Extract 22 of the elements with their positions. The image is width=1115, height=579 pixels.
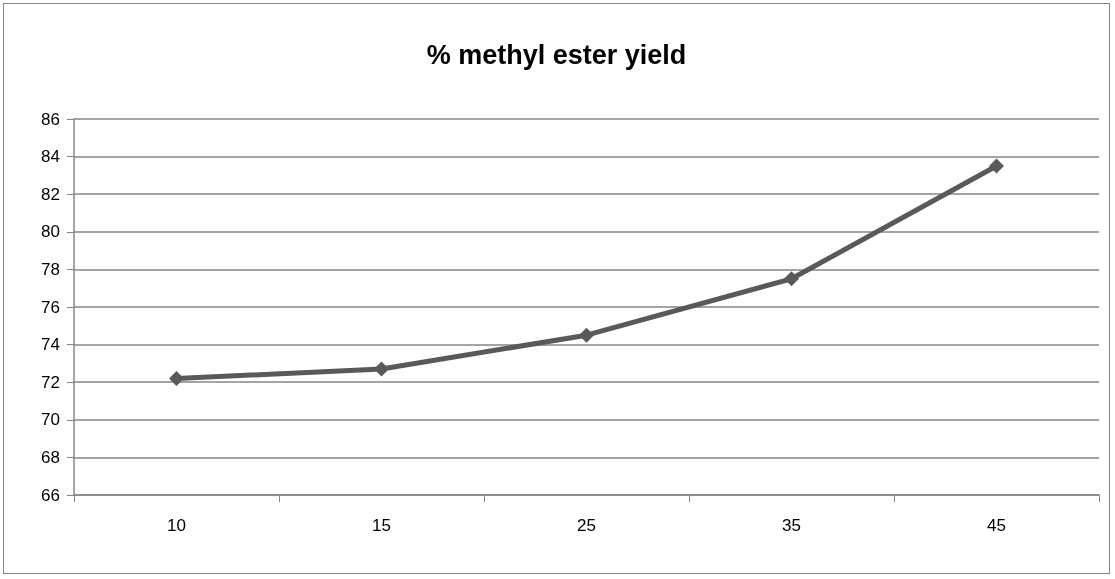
y-tick-label: 76	[41, 297, 60, 317]
chart-title: % methyl ester yield	[426, 39, 687, 70]
y-tick-label: 70	[41, 410, 60, 430]
y-tick-label: 86	[41, 109, 60, 129]
x-tick-label: 10	[167, 516, 186, 535]
x-tick-label: 15	[372, 516, 391, 535]
y-tick-label: 80	[41, 222, 60, 242]
y-tick-label: 82	[41, 184, 60, 204]
point	[374, 361, 389, 377]
y-tick-label: 68	[41, 447, 60, 467]
x-tick-label: 45	[987, 516, 1006, 535]
y-tick-label: 72	[41, 372, 60, 392]
point	[169, 370, 184, 386]
y-tick-label: 78	[41, 259, 60, 279]
x-tick-label: 25	[577, 516, 596, 535]
point	[579, 327, 594, 343]
x-tick-label: 35	[782, 516, 801, 535]
point	[989, 158, 1004, 174]
y-tick-label: 84	[41, 147, 60, 167]
point	[784, 271, 799, 287]
y-tick-label: 66	[41, 485, 60, 505]
y-tick-label: 74	[41, 335, 60, 355]
